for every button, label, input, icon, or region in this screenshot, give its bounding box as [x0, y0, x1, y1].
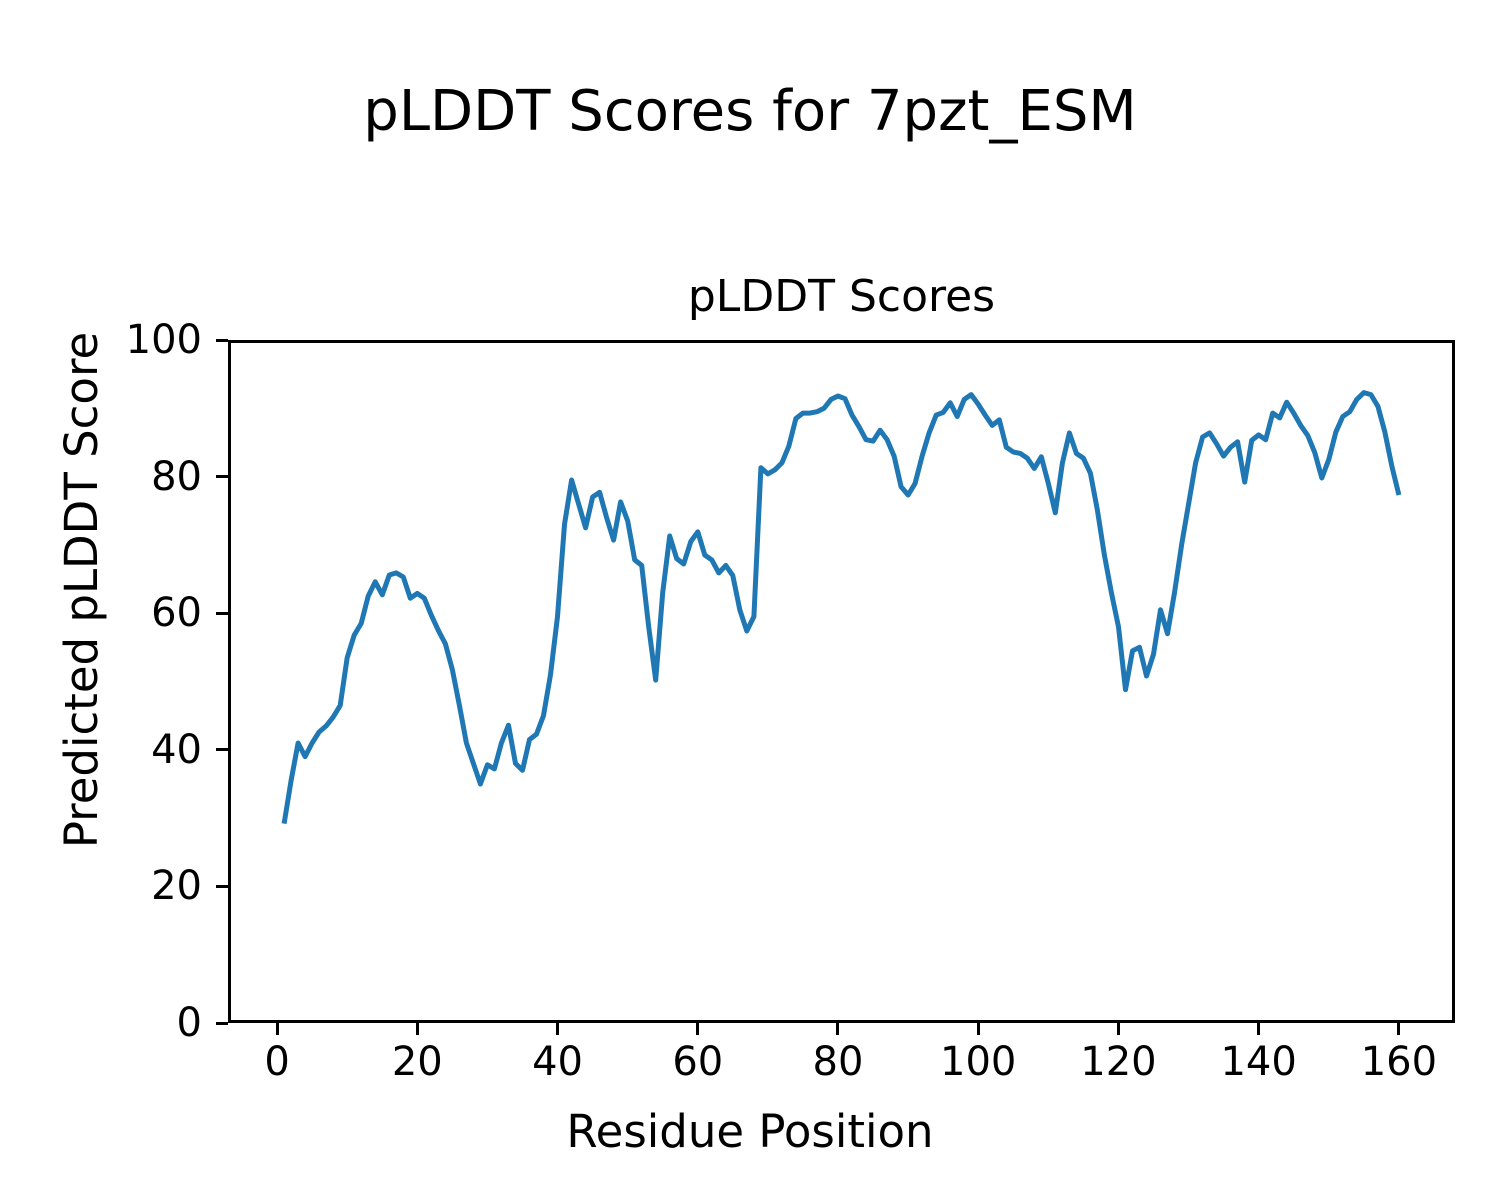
x-tick-mark	[275, 1023, 279, 1035]
x-tick-label: 160	[1360, 1039, 1438, 1085]
y-tick-mark	[216, 748, 228, 752]
y-tick-mark	[216, 338, 228, 342]
x-tick-label: 80	[812, 1039, 864, 1085]
x-tick-mark	[836, 1023, 840, 1035]
x-tick-mark	[556, 1023, 560, 1035]
x-tick-label: 140	[1220, 1039, 1297, 1085]
y-tick-mark	[216, 611, 228, 615]
y-tick-label: 20	[151, 863, 202, 910]
x-axis-label: Residue Position	[566, 1105, 934, 1158]
x-tick-mark	[696, 1023, 700, 1035]
y-tick-label: 0	[176, 1000, 202, 1046]
x-tick-mark	[1397, 1023, 1401, 1035]
x-tick-mark	[1257, 1023, 1261, 1035]
x-tick-mark	[415, 1023, 419, 1035]
y-axis-label: Predicted pLDDT Score	[55, 331, 108, 849]
y-tick-label: 40	[151, 726, 202, 773]
y-tick-mark	[216, 1021, 228, 1025]
x-tick-label: 120	[1080, 1039, 1157, 1085]
axes-title: pLDDT Scores	[687, 271, 996, 322]
y-tick-label: 100	[125, 317, 202, 363]
axes-frame	[228, 340, 1455, 1023]
x-tick-mark	[976, 1023, 980, 1035]
x-tick-label: 0	[264, 1039, 290, 1085]
plot-svg	[228, 340, 1455, 1023]
x-tick-label: 20	[391, 1039, 443, 1085]
x-tick-label: 40	[532, 1039, 583, 1085]
y-tick-label: 60	[151, 590, 202, 637]
y-tick-mark	[216, 475, 228, 479]
y-tick-label: 80	[151, 453, 202, 500]
x-tick-label: 100	[940, 1039, 1017, 1085]
plot-area	[228, 340, 1455, 1023]
y-tick-mark	[216, 884, 228, 888]
plddt-line	[281, 390, 1402, 825]
figure-title: pLDDT Scores for 7pzt_ESM	[363, 79, 1137, 144]
x-tick-mark	[1116, 1023, 1120, 1035]
x-tick-label: 60	[672, 1039, 724, 1085]
